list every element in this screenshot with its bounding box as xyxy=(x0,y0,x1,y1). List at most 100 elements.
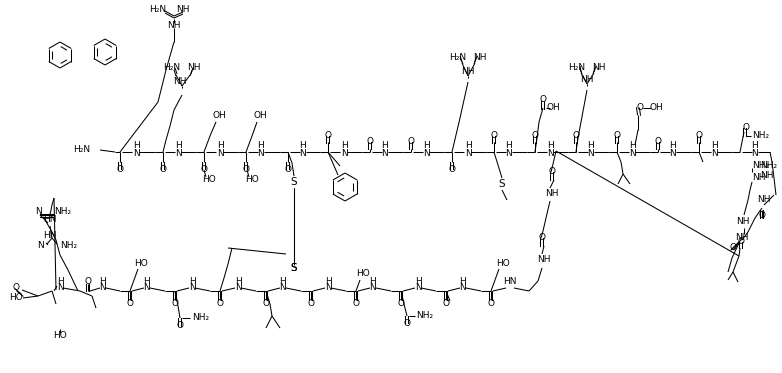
Text: N: N xyxy=(422,148,429,157)
Text: O: O xyxy=(404,319,411,327)
Text: NH: NH xyxy=(752,173,766,182)
Text: N: N xyxy=(56,283,63,292)
Text: H: H xyxy=(174,141,181,150)
Text: NH₂: NH₂ xyxy=(752,132,769,141)
Text: H: H xyxy=(547,141,554,150)
Text: N: N xyxy=(235,283,242,292)
Text: O: O xyxy=(730,244,737,253)
Text: HO: HO xyxy=(53,332,67,341)
Text: H: H xyxy=(752,141,759,150)
Text: H: H xyxy=(382,141,389,150)
Text: O: O xyxy=(177,322,184,330)
Text: N: N xyxy=(547,148,554,157)
Text: N: N xyxy=(99,283,106,292)
Text: O: O xyxy=(407,137,414,145)
Text: N: N xyxy=(711,148,717,157)
Text: O: O xyxy=(217,300,224,308)
Text: H: H xyxy=(669,141,676,150)
Text: NH: NH xyxy=(757,195,771,204)
Text: O: O xyxy=(200,166,207,175)
Text: NH: NH xyxy=(461,68,475,76)
Text: N: N xyxy=(370,283,376,292)
Text: O: O xyxy=(84,278,91,286)
Text: H: H xyxy=(325,276,332,285)
Text: N: N xyxy=(280,283,286,292)
Text: O: O xyxy=(397,300,404,308)
Text: NH: NH xyxy=(176,6,190,15)
Text: H₂N: H₂N xyxy=(450,53,467,62)
Text: S: S xyxy=(291,177,297,187)
Text: NH: NH xyxy=(736,217,750,226)
Text: H: H xyxy=(280,276,286,285)
Text: NH: NH xyxy=(473,53,486,62)
Text: O: O xyxy=(695,131,702,140)
Text: S: S xyxy=(291,263,297,273)
Text: N: N xyxy=(300,148,307,157)
Text: O: O xyxy=(490,131,497,140)
Text: N: N xyxy=(669,148,676,157)
Text: O: O xyxy=(655,137,662,145)
Text: H₂N: H₂N xyxy=(569,63,586,72)
Text: O: O xyxy=(117,166,124,175)
Text: N: N xyxy=(34,207,41,216)
Text: H: H xyxy=(629,141,636,150)
Text: O: O xyxy=(449,166,455,175)
Text: N: N xyxy=(752,148,759,157)
Text: N: N xyxy=(325,283,332,292)
Text: S: S xyxy=(291,263,297,273)
Text: HN: HN xyxy=(43,231,57,239)
Text: NH₂: NH₂ xyxy=(760,160,777,169)
Text: N: N xyxy=(188,283,196,292)
Text: O: O xyxy=(614,131,620,140)
Text: H: H xyxy=(217,141,224,150)
Text: O: O xyxy=(742,122,749,132)
Text: H: H xyxy=(370,276,376,285)
Text: O: O xyxy=(539,233,546,242)
Text: NH₂: NH₂ xyxy=(752,160,769,169)
Text: O: O xyxy=(367,137,374,145)
Text: O: O xyxy=(242,166,249,175)
Text: H: H xyxy=(711,141,717,150)
Text: N: N xyxy=(460,283,466,292)
Text: O: O xyxy=(572,131,579,140)
Text: NH: NH xyxy=(592,63,606,72)
Text: H: H xyxy=(587,141,594,150)
Text: H: H xyxy=(133,141,139,150)
Text: HO: HO xyxy=(245,176,259,185)
Text: O: O xyxy=(759,211,766,220)
Text: N: N xyxy=(414,283,421,292)
Text: NH₂: NH₂ xyxy=(192,313,209,323)
Text: NH: NH xyxy=(187,63,201,72)
Text: O: O xyxy=(443,300,450,308)
Text: HN: HN xyxy=(43,216,57,225)
Text: NH: NH xyxy=(735,233,748,242)
Text: H: H xyxy=(188,276,196,285)
Text: NH: NH xyxy=(580,75,594,85)
Text: NH: NH xyxy=(545,188,559,197)
Text: H: H xyxy=(465,141,472,150)
Text: NH₂: NH₂ xyxy=(60,241,77,251)
Text: O: O xyxy=(540,95,547,104)
Text: HO: HO xyxy=(356,270,370,279)
Text: O: O xyxy=(325,131,332,140)
Text: H: H xyxy=(235,276,242,285)
Text: N: N xyxy=(257,148,264,157)
Text: H: H xyxy=(422,141,429,150)
Text: H₂N: H₂N xyxy=(149,6,167,15)
Text: H: H xyxy=(506,141,512,150)
Text: H: H xyxy=(257,141,264,150)
Text: H: H xyxy=(99,276,106,285)
Text: NH: NH xyxy=(760,170,773,179)
Text: H₂N: H₂N xyxy=(73,145,90,154)
Text: N: N xyxy=(144,283,150,292)
Text: S: S xyxy=(499,179,505,189)
Text: O: O xyxy=(637,103,644,112)
Text: O: O xyxy=(263,300,270,308)
Text: O: O xyxy=(532,131,539,140)
Text: O: O xyxy=(487,300,494,308)
Text: O: O xyxy=(171,300,178,308)
Text: O: O xyxy=(160,166,167,175)
Text: OH: OH xyxy=(212,112,226,120)
Text: H: H xyxy=(144,276,150,285)
Text: HO: HO xyxy=(9,294,23,303)
